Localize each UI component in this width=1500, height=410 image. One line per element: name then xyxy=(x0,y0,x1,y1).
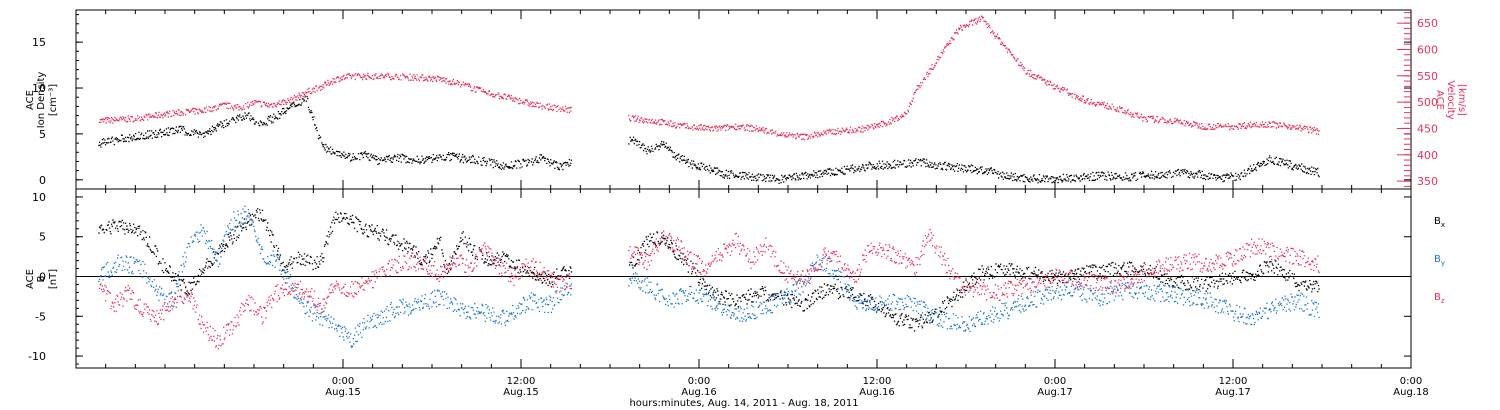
velocity-tick-label: 500 xyxy=(1417,96,1438,109)
x-tick-time-label: 0:00 xyxy=(1400,376,1422,387)
velocity-axis-label-line1: ACE xyxy=(1434,90,1445,110)
legend: Bx By Bz xyxy=(1434,216,1445,305)
x-tick-date-label: Aug.18 xyxy=(1393,387,1428,398)
legend-bz: Bz xyxy=(1434,292,1445,305)
velocity-points xyxy=(98,15,1320,141)
x-tick-time-label: 12:00 xyxy=(863,376,892,387)
x-tick-time-label: 0:00 xyxy=(688,376,710,387)
velocity-axis-label-line2: Velocity xyxy=(1445,80,1456,119)
x-tick-date-label: Aug.17 xyxy=(1037,387,1072,398)
velocity-tick-label: 550 xyxy=(1417,70,1438,83)
time-axis: 0:00Aug.1512:00Aug.150:00Aug.1612:00Aug.… xyxy=(75,10,1429,398)
x-axis-label: hours:minutes, Aug. 14, 2011 - Aug. 18, … xyxy=(629,398,858,409)
bz-points xyxy=(98,228,1320,350)
velocity-scatter xyxy=(98,15,1320,141)
x-tick-date-label: Aug.16 xyxy=(859,387,894,398)
x-tick-date-label: Aug.16 xyxy=(681,387,716,398)
x-tick-time-label: 12:00 xyxy=(507,376,536,387)
density-tick-label: 15 xyxy=(32,36,46,49)
density-axis-label-line2: Ion Density xyxy=(36,72,47,129)
velocity-tick-label: 400 xyxy=(1417,149,1438,162)
x-tick-date-label: Aug.17 xyxy=(1215,387,1250,398)
panel-plasma: 0 5 10 15 350 400 450 500 550 600 650 ACE Ion Den… xyxy=(25,9,1467,190)
density-axis-ticks: 0 5 10 15 xyxy=(32,14,1411,190)
velocity-tick-label: 450 xyxy=(1417,122,1438,135)
velocity-tick-label: 350 xyxy=(1417,175,1438,188)
legend-bx-label: B xyxy=(1434,216,1441,227)
legend-by-label: B xyxy=(1434,254,1441,265)
legend-by-sub: y xyxy=(1441,259,1445,267)
x-tick-time-label: 12:00 xyxy=(1219,376,1248,387)
density-tick-label: 5 xyxy=(39,128,46,141)
legend-bz-sub: z xyxy=(1441,297,1445,305)
x-tick-date-label: Aug.15 xyxy=(325,387,360,398)
field-tick-label: 10 xyxy=(32,191,46,204)
velocity-tick-label: 600 xyxy=(1417,43,1438,56)
bz-scatter xyxy=(98,228,1320,350)
density-points xyxy=(98,95,1320,184)
legend-bz-label: B xyxy=(1434,292,1441,303)
density-scatter xyxy=(98,95,1320,184)
field-axis-label-line1: ACE xyxy=(25,269,36,289)
field-tick-label: -10 xyxy=(28,350,46,363)
velocity-axis-ticks: 350 400 450 500 550 600 650 xyxy=(1397,12,1438,188)
panel-field-frame xyxy=(75,188,1412,369)
velocity-axis-label-line3: [km/s] xyxy=(1456,84,1467,116)
field-tick-label: 0 xyxy=(39,271,46,284)
density-tick-label: 10 xyxy=(32,82,46,95)
density-axis-label-line3: [cm⁻³] xyxy=(48,84,59,116)
field-axis-label-line3: [nT] xyxy=(48,269,59,289)
x-tick-time-label: 0:00 xyxy=(332,376,354,387)
field-tick-label: -5 xyxy=(35,310,46,323)
density-axis-label-line1: ACE xyxy=(25,90,36,110)
legend-by: By xyxy=(1434,254,1445,267)
field-tick-label: 5 xyxy=(39,231,46,244)
field-axis-ticks: 10 5 0 -5 -10 xyxy=(28,191,1411,365)
velocity-tick-label: 650 xyxy=(1417,17,1438,30)
field-axis-label-line2: B xyxy=(36,275,47,282)
x-tick-date-label: Aug.15 xyxy=(503,387,538,398)
density-tick-label: 0 xyxy=(39,174,46,187)
legend-bx: Bx xyxy=(1434,216,1445,229)
x-tick-time-label: 0:00 xyxy=(1044,376,1066,387)
bx-scatter xyxy=(98,208,1320,332)
legend-bx-sub: x xyxy=(1441,221,1445,229)
panel-magnetic-field: 10 5 0 -5 -10 ACE B [nT] Bx By Bz xyxy=(25,188,1445,369)
bx-points xyxy=(98,208,1320,332)
panel-plasma-frame xyxy=(75,9,1412,190)
